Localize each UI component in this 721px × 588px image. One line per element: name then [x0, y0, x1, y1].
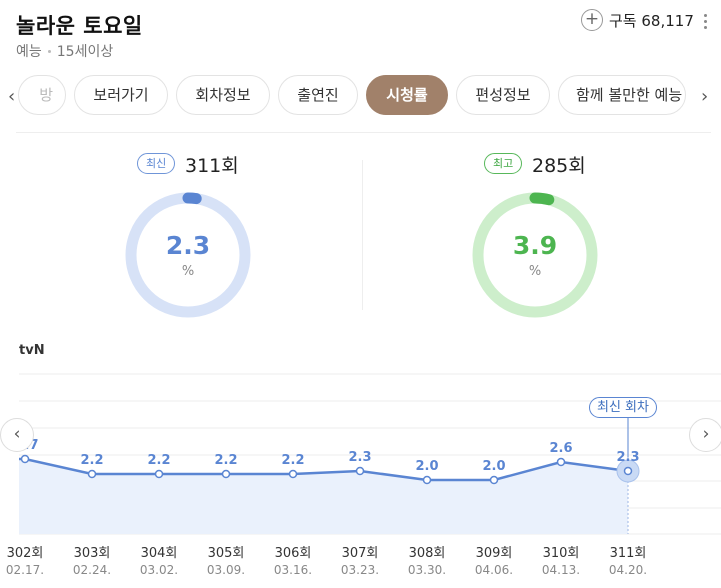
tab-recommend[interactable]: 함께 볼만한 예능 [558, 75, 686, 115]
x-date-label: 03.23. [341, 563, 379, 577]
best-rating-unit: % [528, 264, 542, 279]
data-point [422, 475, 432, 485]
separator-dot [47, 49, 51, 53]
data-label: 2.2 [281, 453, 304, 468]
chart-next-button[interactable]: › [689, 418, 721, 452]
tabs-prev-chevron-icon[interactable]: ‹ [8, 86, 16, 107]
best-episode: 285회 [532, 155, 586, 177]
data-label: 2.3 [616, 450, 639, 465]
program-meta: 예능 15세이상 [16, 41, 113, 61]
chart-prev-button[interactable]: ‹ [0, 418, 34, 452]
x-tick-label: 308회 [409, 546, 446, 561]
latest-rating-unit: % [181, 264, 195, 279]
x-tick-label: 302회 [7, 546, 44, 561]
chevron-left-icon: ‹ [13, 424, 21, 444]
subscribe-button[interactable]: 구독 68,117 [609, 10, 694, 31]
data-point [154, 469, 164, 479]
tab-partial[interactable]: 방 [18, 75, 66, 115]
age-rating: 15세이상 [56, 44, 114, 60]
x-tick-label: 311회 [610, 546, 647, 561]
data-point [288, 469, 298, 479]
latest-rating-value: 2.3 [165, 231, 211, 260]
data-point [355, 466, 365, 476]
subscribe-label: 구독 [609, 12, 637, 30]
x-date-label: 04.13. [542, 563, 580, 577]
x-date-label: 04.06. [475, 563, 513, 577]
latest-ring [125, 192, 251, 318]
best-ring-arc [529, 192, 555, 206]
latest-ring-arc [182, 192, 202, 205]
x-date-label: 03.02. [140, 563, 178, 577]
channel-label: tvN [19, 343, 45, 358]
x-date-label: 03.16. [274, 563, 312, 577]
subscriber-count: 68,117 [641, 12, 694, 30]
tab-watch[interactable]: 보러가기 [74, 75, 168, 115]
subscribe-plus-icon[interactable]: + [581, 9, 603, 31]
tab-schedule[interactable]: 편성정보 [456, 75, 550, 115]
tab-episodes[interactable]: 회차정보 [176, 75, 270, 115]
tab-ratings[interactable]: 시청률 [366, 75, 448, 115]
data-label: 2.0 [482, 459, 505, 474]
x-tick-label: 305회 [208, 546, 245, 561]
data-point [20, 454, 30, 464]
x-date-label: 02.24. [73, 563, 111, 577]
best-ring [472, 192, 598, 318]
tabs-next-chevron-icon[interactable]: › [701, 86, 709, 107]
x-tick-label: 310회 [543, 546, 580, 561]
summary-divider [362, 160, 363, 310]
more-options-icon[interactable] [703, 14, 709, 32]
data-label: 2.6 [549, 441, 572, 456]
data-label: 2.3 [348, 450, 371, 465]
data-point [623, 466, 633, 476]
latest-episode: 311회 [185, 155, 239, 177]
data-point [489, 475, 499, 485]
best-rating-value: 3.9 [512, 231, 558, 260]
data-label: 2.0 [415, 459, 438, 474]
x-date-label: 03.09. [207, 563, 245, 577]
latest-badge: 최신 [137, 153, 176, 174]
data-label: 2.2 [214, 453, 237, 468]
x-tick-label: 309회 [476, 546, 513, 561]
genre-label: 예능 [16, 44, 42, 60]
data-point [221, 469, 231, 479]
x-date-label: 03.30. [408, 563, 446, 577]
latest-episode-tooltip: 최신 회차 [589, 397, 657, 418]
x-date-label: 02.17. [6, 563, 44, 577]
ratings-line-chart: 2.7302회02.17.2.2303회02.24.2.2304회03.02.2… [6, 373, 721, 577]
data-point [87, 469, 97, 479]
program-title: 놀라운 토요일 [16, 14, 143, 38]
best-badge: 최고 [484, 153, 523, 174]
chevron-right-icon: › [702, 424, 710, 444]
x-date-label: 04.20. [609, 563, 647, 577]
data-point [556, 457, 566, 467]
x-tick-label: 303회 [74, 546, 111, 561]
tab-cast[interactable]: 출연진 [278, 75, 358, 115]
x-tick-label: 304회 [141, 546, 178, 561]
data-label: 2.2 [147, 453, 170, 468]
x-tick-label: 307회 [342, 546, 379, 561]
area-fill [19, 459, 628, 534]
x-tick-label: 306회 [275, 546, 312, 561]
data-label: 2.2 [80, 453, 103, 468]
tabs-divider [16, 132, 711, 133]
